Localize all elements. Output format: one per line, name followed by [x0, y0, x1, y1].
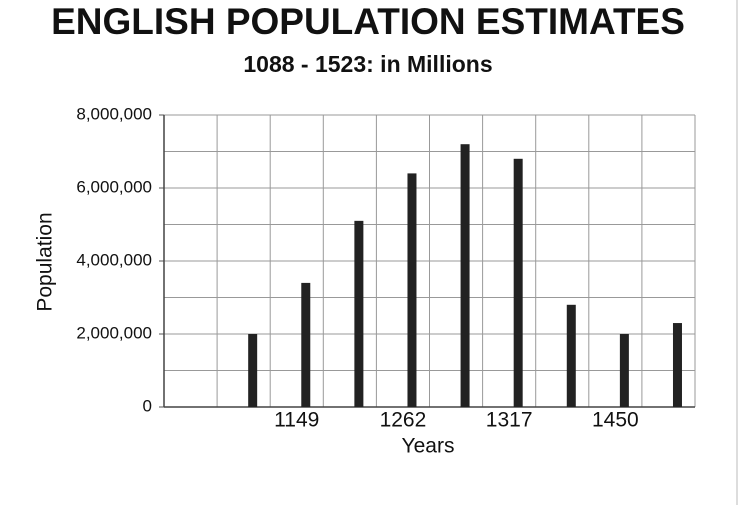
- chart-subtitle: 1088 - 1523: in Millions: [243, 51, 492, 77]
- bar: [407, 173, 417, 407]
- y-tick-label: 0: [143, 396, 152, 415]
- y-tick-label: 2,000,000: [76, 323, 152, 342]
- x-tick-label: 1262: [380, 409, 427, 432]
- y-tick-label: 8,000,000: [76, 104, 152, 123]
- y-tick-label: 4,000,000: [76, 250, 152, 269]
- chart-title: ENGLISH POPULATION ESTIMATES: [51, 1, 685, 42]
- bar: [301, 282, 311, 407]
- x-axis-label: Years: [402, 435, 455, 458]
- bar: [672, 323, 682, 407]
- x-tick-label: 1149: [274, 409, 319, 432]
- bar: [460, 144, 470, 407]
- bar: [354, 220, 364, 407]
- bar: [248, 334, 258, 407]
- x-tick-label: 1450: [592, 409, 639, 432]
- bar: [566, 304, 576, 407]
- bar: [619, 334, 629, 407]
- y-axis-label: Population: [34, 212, 57, 311]
- y-tick-label: 6,000,000: [76, 177, 152, 196]
- bar: [513, 158, 523, 407]
- x-tick-label: 1317: [486, 409, 533, 432]
